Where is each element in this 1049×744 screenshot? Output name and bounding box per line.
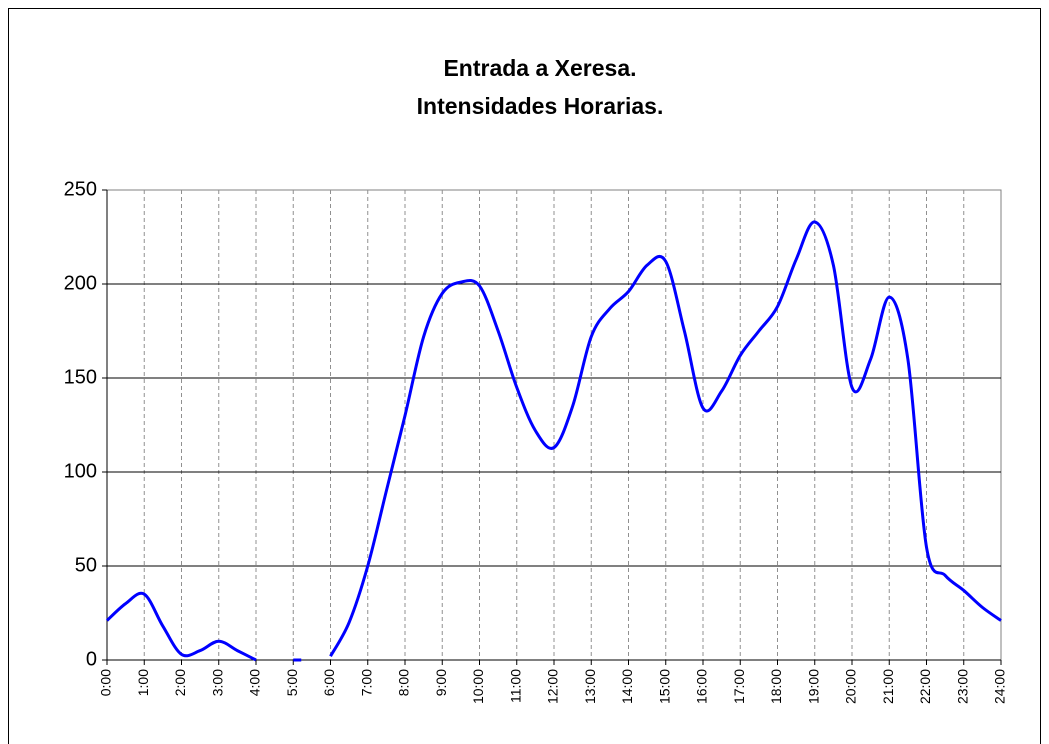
x-tick-label: 24:00 (992, 669, 1008, 704)
x-tick-label: 12:00 (545, 669, 561, 704)
x-tick-label: 2:00 (172, 669, 188, 696)
x-tick-label: 13:00 (582, 669, 598, 704)
x-tick-label: 0:00 (98, 669, 114, 696)
x-tick-label: 10:00 (470, 669, 486, 704)
series-line (105, 591, 257, 662)
y-tick-label: 250 (64, 178, 97, 200)
x-tick-label: 22:00 (917, 669, 933, 704)
x-tick-label: 23:00 (954, 669, 970, 704)
y-tick-label: 100 (64, 460, 97, 482)
x-tick-label: 21:00 (880, 669, 896, 704)
x-tick-label: 19:00 (805, 669, 821, 704)
x-tick-label: 9:00 (433, 669, 449, 696)
x-tick-label: 20:00 (843, 669, 859, 704)
x-tick-label: 7:00 (358, 669, 374, 696)
y-tick-label: 50 (75, 554, 97, 576)
x-tick-label: 5:00 (284, 669, 300, 696)
x-tick-label: 14:00 (619, 669, 635, 704)
y-tick-label: 150 (64, 366, 97, 388)
x-tick-label: 1:00 (135, 669, 151, 696)
x-tick-label: 18:00 (768, 669, 784, 704)
y-tick-label: 0 (86, 648, 97, 670)
x-tick-label: 15:00 (656, 669, 672, 704)
chart-title: Entrada a Xeresa. (443, 55, 636, 81)
series-line (329, 220, 1002, 657)
x-tick-label: 11:00 (507, 669, 523, 703)
x-tick-label: 8:00 (396, 669, 412, 696)
chart-subtitle: Intensidades Horarias. (417, 93, 664, 119)
y-tick-label: 200 (64, 272, 97, 294)
x-tick-label: 17:00 (731, 669, 747, 704)
x-tick-label: 4:00 (247, 669, 263, 696)
x-tick-label: 3:00 (209, 669, 225, 696)
x-tick-label: 6:00 (321, 669, 337, 696)
x-tick-label: 16:00 (694, 669, 710, 704)
